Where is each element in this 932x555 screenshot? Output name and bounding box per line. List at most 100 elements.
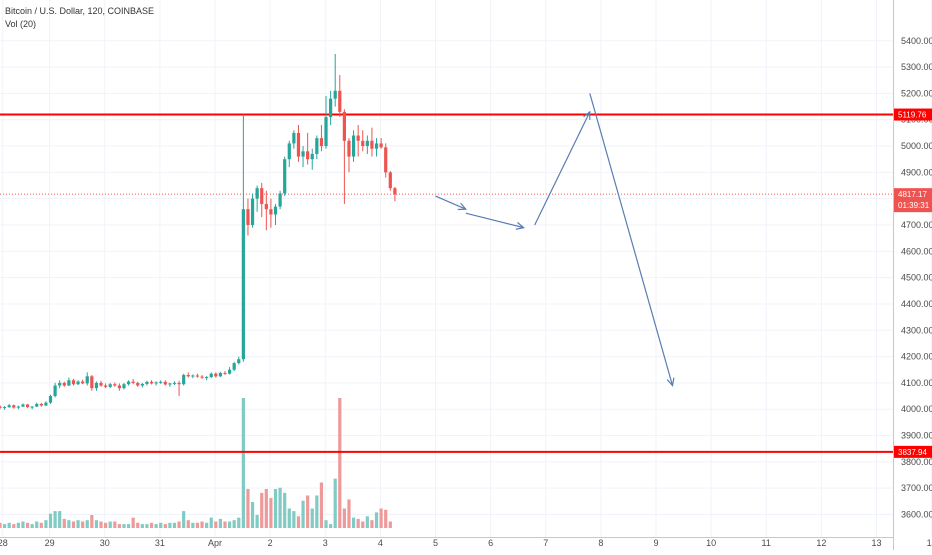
candle-body — [164, 382, 167, 385]
candle-body — [251, 199, 254, 225]
volume-bar — [260, 493, 263, 528]
candle-body — [95, 383, 98, 388]
candle-body — [205, 377, 208, 378]
candle-body — [150, 382, 153, 384]
time-tick-label: 10 — [706, 538, 716, 548]
volume-bar — [278, 488, 281, 528]
candle-body — [159, 382, 162, 383]
candle-body — [228, 370, 231, 374]
price-tick-label: 4500.00 — [901, 273, 932, 283]
volume-indicator-label[interactable]: Vol (20) — [5, 18, 154, 31]
candle-body — [357, 136, 360, 141]
candle-body — [384, 147, 387, 172]
volume-bar — [233, 520, 236, 528]
volume-bar — [269, 498, 272, 528]
candle-body — [393, 188, 396, 194]
volume-bar — [173, 523, 176, 528]
volume-bar — [49, 514, 52, 528]
candle-body — [136, 383, 139, 386]
price-tick-label: 3800.00 — [901, 457, 932, 467]
candle-body — [324, 117, 327, 146]
candle-body — [223, 373, 226, 374]
price-tick-label: 5400.00 — [901, 36, 932, 46]
time-tick-label: 5 — [433, 538, 438, 548]
chart-legend: Bitcoin / U.S. Dollar, 120, COINBASE Vol… — [5, 5, 154, 31]
price-tick-label: 3600.00 — [901, 509, 932, 519]
volume-bar — [334, 479, 337, 528]
candle-body — [297, 133, 300, 157]
time-tick-label: 7 — [543, 538, 548, 548]
candle-body — [90, 376, 93, 388]
candle-body — [292, 133, 295, 144]
volume-bar — [343, 509, 346, 529]
volume-bar — [389, 522, 392, 529]
volume-bar — [251, 502, 254, 528]
volume-bar — [324, 520, 327, 528]
volume-bar — [219, 519, 222, 528]
candle-body — [200, 377, 203, 378]
candle-body — [141, 384, 144, 386]
price-tick-label: 4900.00 — [901, 167, 932, 177]
volume-bar — [370, 520, 373, 528]
volume-bar — [3, 524, 6, 528]
candle-body — [76, 382, 79, 385]
volume-bar — [159, 523, 162, 528]
volume-bar — [155, 524, 158, 528]
candle-body — [0, 407, 2, 408]
candle-body — [72, 380, 75, 384]
volume-bar — [256, 515, 259, 528]
level-price-label: 5119.76 — [898, 111, 927, 120]
volume-bar — [384, 510, 387, 528]
candle-body — [67, 380, 70, 385]
candle-body — [44, 403, 47, 406]
volume-bar — [35, 522, 38, 529]
candle-body — [155, 382, 158, 383]
candle-body — [352, 136, 355, 157]
candle-body — [132, 382, 135, 383]
candle-body — [246, 209, 249, 225]
candle-body — [122, 384, 125, 388]
volume-bar — [223, 522, 226, 529]
volume-bar — [67, 520, 70, 528]
candle-body — [118, 386, 121, 389]
time-tick-label: 31 — [155, 538, 165, 548]
time-tick-label: 11 — [762, 538, 771, 548]
time-tick-label: 12 — [816, 538, 826, 548]
volume-bar — [8, 523, 11, 528]
volume-bar — [104, 523, 107, 528]
volume-bar — [168, 523, 171, 528]
candle-body — [12, 405, 15, 407]
time-tick-label: 8 — [598, 538, 603, 548]
candle-body — [242, 209, 245, 359]
candle-body — [278, 193, 281, 206]
volume-bar — [177, 522, 180, 529]
candle-body — [306, 151, 309, 159]
volume-bar — [357, 519, 360, 528]
candle-body — [347, 141, 350, 157]
candle-body — [187, 375, 190, 376]
time-tick-label: 3 — [323, 538, 328, 548]
volume-bar — [315, 496, 318, 529]
volume-bar — [214, 522, 217, 529]
volume-bar — [86, 520, 89, 528]
volume-bar — [191, 523, 194, 528]
volume-bar — [53, 511, 56, 528]
volume-bar — [63, 519, 66, 528]
price-tick-label: 4000.00 — [901, 404, 932, 414]
volume-bar — [90, 515, 93, 528]
candle-body — [17, 407, 20, 408]
volume-bar — [196, 523, 199, 528]
candle-body — [191, 376, 194, 377]
volume-bar — [136, 523, 139, 528]
volume-bar — [132, 518, 135, 528]
candle-body — [127, 382, 130, 385]
volume-bar — [265, 489, 268, 528]
time-tick-label: 2 — [268, 538, 273, 548]
time-tick-label: 14 — [927, 538, 932, 548]
volume-bar — [228, 522, 231, 529]
candle-body — [256, 188, 259, 199]
volume-bar — [200, 522, 203, 529]
candle-body — [219, 373, 222, 376]
